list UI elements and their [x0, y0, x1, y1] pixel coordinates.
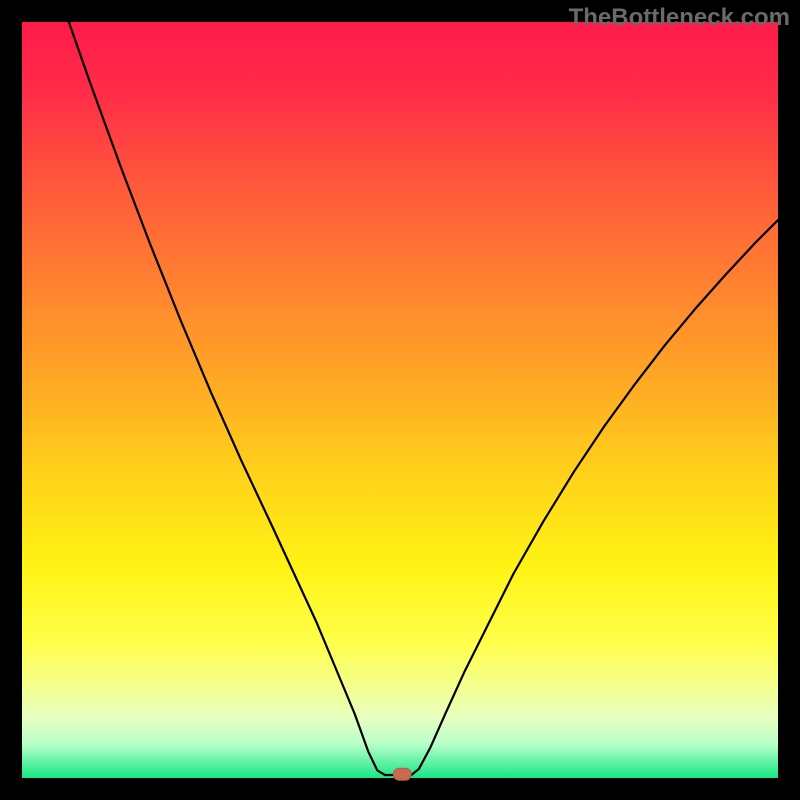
chart-background — [22, 22, 778, 778]
bottleneck-chart — [0, 0, 800, 800]
optimal-point-marker — [393, 768, 411, 780]
watermark-text: TheBottleneck.com — [569, 4, 790, 32]
